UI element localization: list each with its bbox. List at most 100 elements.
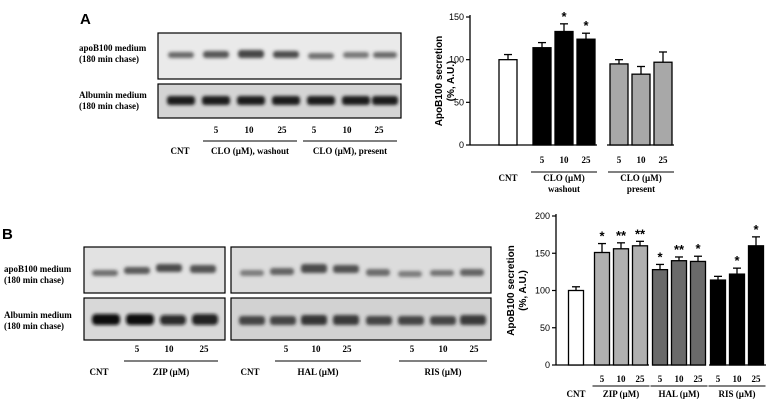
panel-b-bar — [631, 245, 649, 366]
panel-b-y-tick-label: 150 — [535, 248, 550, 258]
panel-b-albumin-label-line2: (180 min chase) — [4, 321, 64, 331]
panel-a-y-tick-label: 150 — [449, 12, 464, 22]
panel-a-bar — [609, 63, 629, 146]
panel-a-bar — [653, 61, 673, 146]
panel-a-letter: A — [80, 11, 91, 28]
panel-b-bar — [747, 245, 765, 366]
panel-a-lane-number: 5 — [312, 125, 317, 135]
panel-b-significance-mark: ** — [635, 226, 646, 241]
panel-b-significance-mark: * — [695, 241, 701, 256]
panel-a-significance-mark: * — [561, 9, 567, 24]
panel-a-group-label: CLO (µM) — [620, 173, 661, 183]
panel-a-category-label: 5 — [617, 155, 622, 165]
panel-a-group-label: CLO (µM) — [543, 173, 584, 183]
panel-b-group-label: RIS (µM) — [719, 389, 756, 399]
panel-b-letter: B — [2, 226, 13, 243]
panel-a-category-label: 25 — [659, 155, 669, 165]
panel-b-y-tick-label: 200 — [535, 211, 550, 221]
panel-a-lane-number: 25 — [278, 125, 288, 135]
panel-a-bar — [631, 73, 651, 146]
panel-b-significance-mark: * — [734, 253, 740, 268]
panel-a-albumin-blot — [157, 83, 402, 119]
panel-b-significance-mark: * — [657, 249, 663, 264]
panel-b-lane-number: 5 — [284, 344, 289, 354]
panel-b-apob-label-line1: apoB100 medium — [4, 264, 72, 274]
panel-b-category-label: 5 — [658, 374, 663, 384]
panel-a-y-tick-label: 0 — [459, 140, 464, 150]
panel-a-lane-number: 25 — [375, 125, 385, 135]
panel-a-group-label: CLO (µM), washout — [211, 146, 289, 156]
panel-b-bar — [593, 251, 611, 366]
panel-a-category-label: 5 — [540, 155, 545, 165]
panel-a-bar — [532, 47, 552, 146]
panel-b-y-tick-label: 100 — [535, 286, 550, 296]
panel-a-bar — [576, 38, 596, 146]
panel-b-bar — [728, 273, 746, 366]
panel-b-group-label: HAL (µM) — [659, 389, 700, 399]
panel-b-lane-number: 10 — [165, 344, 175, 354]
panel-b-albumin-blot-left — [83, 297, 226, 341]
panel-a-lane-number: 10 — [343, 125, 353, 135]
panel-b-group-label: ZIP (µM) — [603, 389, 639, 399]
panel-b-apob-blot-right — [230, 246, 492, 294]
panel-b-category-label: 10 — [675, 374, 685, 384]
panel-b-bar — [651, 268, 669, 366]
panel-b-category-label: 5 — [600, 374, 605, 384]
panel-a-apob-label-line1: apoB100 medium — [79, 43, 147, 53]
panel-b-bar — [709, 279, 727, 366]
panel-b-group-label: RIS (µM) — [425, 367, 462, 377]
panel-b-bar — [612, 248, 630, 366]
panel-a-albumin-label-line2: (180 min chase) — [79, 101, 139, 111]
panel-b-albumin-label-line1: Albumin medium — [4, 310, 72, 320]
panel-b-group-label: ZIP (µM) — [153, 367, 189, 377]
panel-a-y-axis-title: (%, A.U.) — [446, 61, 457, 102]
panel-b-cnt-label: CNT — [566, 389, 585, 399]
panel-b-category-label: 5 — [716, 374, 721, 384]
panel-b-significance-mark: * — [753, 222, 759, 237]
panel-a-lane-number: 10 — [245, 125, 255, 135]
panel-b-significance-mark: * — [599, 229, 605, 244]
panel-a-lane-number: 5 — [214, 125, 219, 135]
panel-b-category-label: 10 — [733, 374, 743, 384]
panel-b-bar-chart: 0 50 100 150 200 ApoB100 secretion (%, A.U.) * 5… — [506, 211, 766, 399]
panel-b-bar — [670, 260, 688, 366]
panel-b-significance-mark: ** — [616, 228, 627, 243]
panel-b-y-tick-label: 50 — [540, 323, 550, 333]
panel-b-lane-number: 10 — [439, 344, 449, 354]
panel-a-category-label: 10 — [560, 155, 570, 165]
panel-b-cnt-label-left: CNT — [89, 367, 108, 377]
panel-a-group-label: CLO (µM), present — [313, 146, 387, 156]
panel-b-lane-number: 25 — [470, 344, 480, 354]
panel-b-lane-number: 5 — [135, 344, 140, 354]
panel-a-bar — [498, 59, 518, 146]
panel-a-y-tick-label: 50 — [454, 97, 464, 107]
panel-b-significance-mark: ** — [674, 242, 685, 257]
panel-a-cnt-label: CNT — [170, 146, 189, 156]
panel-b-category-label: 10 — [617, 374, 627, 384]
panel-b-y-tick-label: 0 — [545, 360, 550, 370]
panel-b-y-axis-title: ApoB100 secretion — [506, 245, 517, 336]
panel-b-apob-label-line2: (180 min chase) — [4, 275, 64, 285]
panel-b-apob-blot-left — [83, 246, 226, 294]
panel-a-category-label: 25 — [582, 155, 592, 165]
panel-b-lane-number: 25 — [200, 344, 210, 354]
panel-a-category-label: 10 — [637, 155, 647, 165]
panel-b-y-axis-title: (%, A.U.) — [518, 270, 529, 311]
panel-a-albumin-label-line1: Albumin medium — [79, 90, 147, 100]
panel-a-bar-chart: 0 50 100 150 ApoB100 secretion (%, A.U.) 5 * 10 *… — [434, 9, 674, 194]
panel-b-lane-number: 10 — [312, 344, 322, 354]
panel-a-group-label: present — [627, 184, 655, 194]
panel-a-cnt-label: CNT — [498, 173, 517, 183]
panel-b-category-label: 25 — [636, 374, 646, 384]
panel-b-bar — [689, 260, 707, 366]
panel-a-apob-label-line2: (180 min chase) — [79, 54, 139, 64]
panel-a-y-tick-label: 100 — [449, 55, 464, 65]
panel-b-lane-number: 5 — [410, 344, 415, 354]
panel-b-category-label: 25 — [694, 374, 704, 384]
panel-a-group-label: washout — [548, 184, 580, 194]
panel-a-apob-blot — [157, 32, 402, 80]
panel-b-lane-number: 25 — [343, 344, 353, 354]
panel-a-bar — [554, 30, 574, 146]
panel-b-category-label: 25 — [752, 374, 762, 384]
